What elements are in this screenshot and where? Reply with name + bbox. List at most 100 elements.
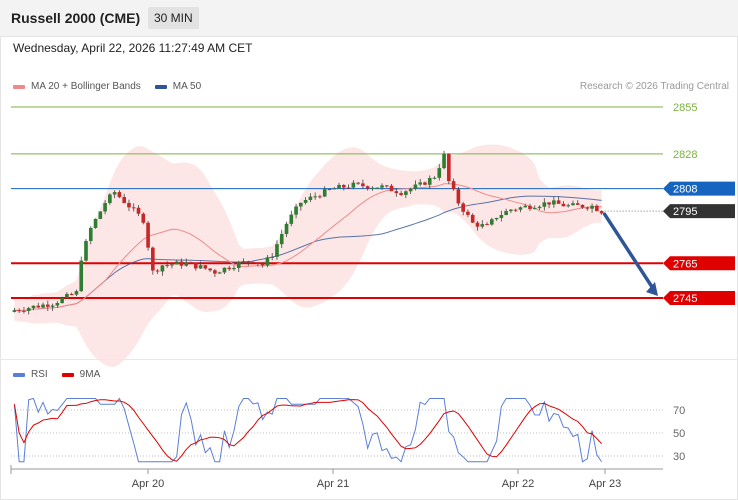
candle-body — [222, 267, 227, 273]
candle-body — [79, 260, 84, 292]
candle-body — [170, 264, 174, 266]
candle-body — [566, 205, 571, 207]
candle-body — [88, 227, 93, 241]
candle-body — [131, 207, 136, 209]
candle-body — [279, 234, 284, 245]
rsi-ma-line — [13, 399, 602, 462]
candle-body — [55, 303, 60, 306]
candle-body — [365, 186, 370, 189]
candle-body — [318, 196, 322, 198]
candle-body — [98, 211, 103, 219]
level-label-2808: 2808 — [673, 184, 697, 196]
candle-body — [208, 268, 212, 271]
candle-body — [260, 263, 265, 266]
candle-body — [198, 265, 203, 269]
candle-body — [103, 203, 107, 212]
candle-body — [485, 224, 489, 226]
candle-body — [294, 206, 298, 215]
level-label-2855: 2855 — [673, 102, 697, 114]
legend-rsi-label: RSI — [31, 369, 48, 380]
candle-body — [337, 184, 341, 189]
candle-body — [165, 264, 169, 266]
time-label: Apr 21 — [317, 478, 349, 490]
instrument-title: Russell 2000 (CME) — [11, 10, 141, 26]
candle-body — [585, 207, 590, 209]
candle-body — [408, 188, 413, 192]
candle-body — [518, 207, 523, 210]
level-label-2765: 2765 — [673, 258, 697, 270]
candle-body — [69, 294, 74, 296]
candle-body — [74, 291, 79, 295]
candle-body — [532, 208, 537, 210]
candle-body — [151, 247, 155, 271]
candle-body — [380, 185, 384, 188]
candle-body — [461, 203, 465, 212]
level-tag-2795 — [663, 204, 735, 219]
rsi-line — [13, 397, 603, 463]
legend-ma20: MA 20 + Bollinger Bands — [13, 81, 141, 92]
candle-body — [265, 257, 270, 266]
legend-ma50-label: MA 50 — [172, 81, 202, 92]
time-label: Apr 22 — [502, 478, 534, 490]
candle-body — [136, 207, 141, 214]
candle-body — [542, 202, 547, 207]
candle-body — [189, 262, 193, 264]
candle-body — [213, 270, 217, 274]
candle-body — [423, 182, 427, 185]
candle-body — [117, 192, 122, 198]
level-label-2795: 2795 — [673, 206, 697, 218]
candle-body — [217, 272, 222, 274]
candle-body — [179, 261, 184, 266]
candle-body — [127, 202, 131, 208]
candle-body — [509, 209, 513, 212]
candle-body — [203, 265, 208, 269]
candle-body — [236, 262, 241, 268]
candle-body — [418, 182, 423, 185]
candle-body — [561, 203, 566, 207]
legend-9ma-label: 9MA — [79, 369, 101, 380]
candle-body — [480, 224, 485, 227]
candle-body — [193, 262, 198, 269]
candle-body — [84, 240, 88, 261]
candle-body — [50, 305, 55, 307]
timeframe-badge[interactable]: 30 MIN — [148, 7, 199, 29]
candle-body — [552, 200, 556, 205]
candle-body — [45, 304, 50, 307]
chart-header: Russell 2000 (CME) 30 MIN — [0, 0, 738, 37]
time-label: Apr 20 — [132, 478, 164, 490]
level-tag-2745 — [663, 291, 735, 305]
candle-body — [155, 270, 160, 272]
candle-body — [351, 182, 356, 188]
candle-body — [313, 196, 317, 198]
candle-body — [537, 206, 542, 209]
legend-rsi-swatch — [13, 372, 25, 377]
candle-body — [399, 193, 403, 195]
candle-body — [322, 189, 327, 197]
candle-body — [108, 194, 112, 204]
candle-body — [275, 244, 279, 257]
candle-body — [122, 197, 127, 203]
projection-arrowhead — [646, 282, 658, 296]
candle-body — [427, 177, 432, 185]
candle-body — [370, 187, 375, 189]
candle-body — [289, 214, 294, 224]
candle-body — [112, 192, 117, 195]
level-tag-2765 — [663, 256, 735, 271]
candle-body — [227, 267, 232, 270]
candle-body — [241, 261, 246, 263]
price-panel: 2855 2828 2808 2795 2765 2745 — [11, 102, 735, 367]
candle-body — [308, 196, 313, 200]
candle-body — [332, 188, 337, 190]
candle-body — [571, 203, 575, 206]
candle-body — [232, 267, 236, 270]
legend-ma20-swatch — [13, 84, 25, 89]
timestamp: Wednesday, April 22, 2026 11:27:49 AM CE… — [13, 41, 253, 55]
candle-body — [456, 189, 461, 204]
candle-body — [141, 213, 146, 223]
candle-body — [17, 310, 21, 312]
candle-body — [451, 181, 456, 190]
candle-body — [389, 185, 394, 192]
rsi-tick-70: 70 — [673, 405, 685, 417]
candle-body — [251, 261, 255, 263]
